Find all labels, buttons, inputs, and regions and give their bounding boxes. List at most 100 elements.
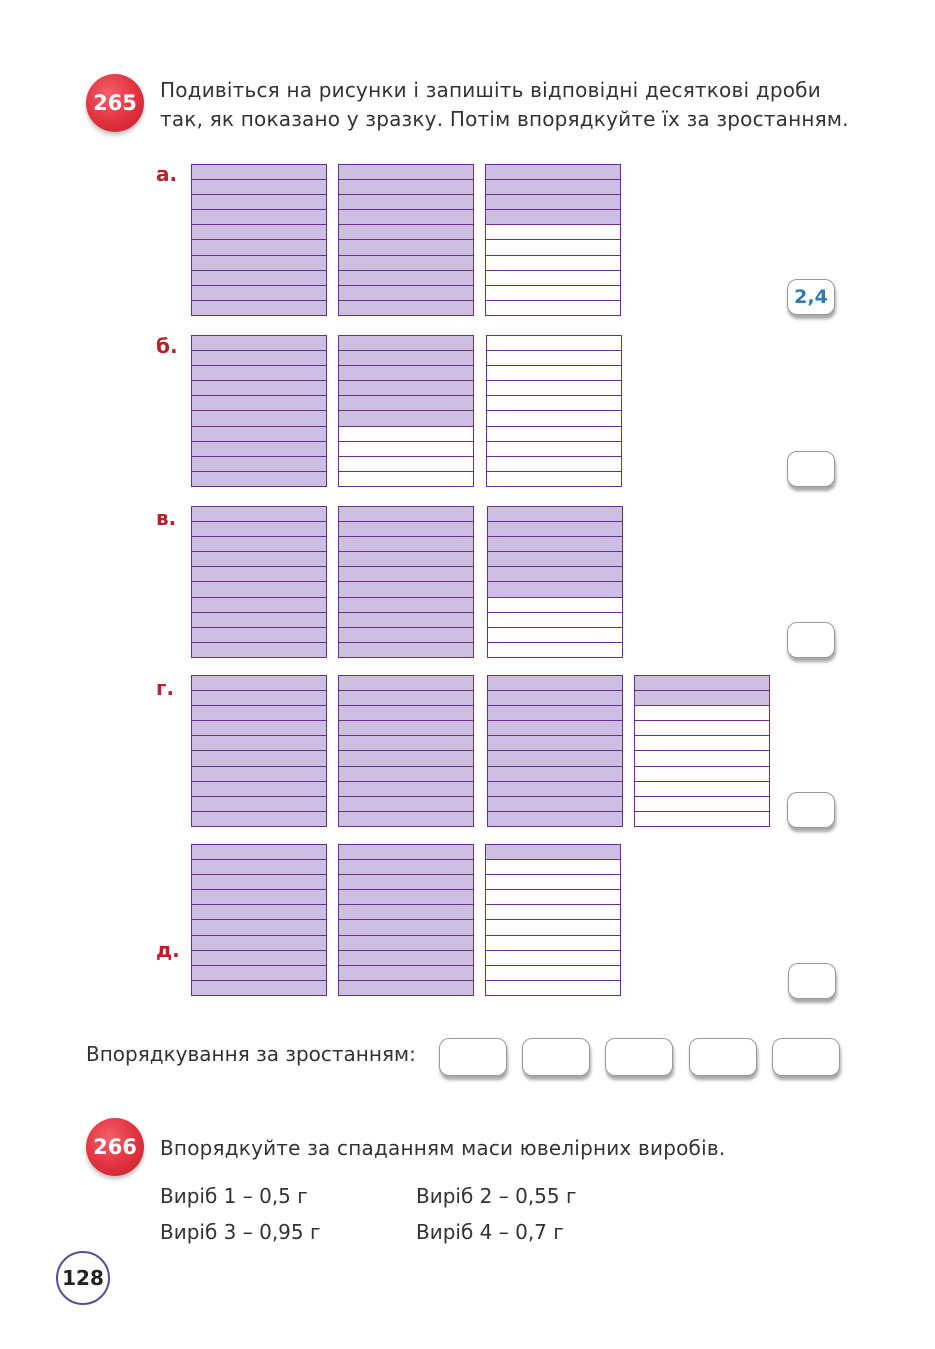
task-number: 266 (93, 1135, 137, 1159)
grid-strip (192, 225, 326, 241)
grid-strip (192, 240, 326, 256)
grid-strip (486, 165, 620, 181)
grid-strip (339, 567, 473, 583)
grid-strip (192, 627, 326, 643)
grid-strip (635, 782, 769, 797)
tenths-grid (338, 506, 474, 658)
grid-strip (339, 920, 473, 936)
grid-strip (339, 935, 473, 951)
tenths-grid (191, 335, 327, 487)
grid-strip (635, 736, 769, 752)
grid-strip (192, 522, 326, 538)
grid-strip (192, 811, 326, 826)
ordering-box-3[interactable] (605, 1038, 673, 1076)
grid-strip (339, 691, 473, 707)
grid-strip (192, 920, 326, 936)
row-label-v: в. (156, 506, 177, 530)
grid-strip (487, 457, 621, 472)
grid-strip (486, 301, 620, 315)
grid-strip (192, 965, 326, 981)
grid-strip (339, 751, 473, 767)
grid-strip (487, 396, 621, 412)
grid-strip (339, 676, 473, 692)
grid-strip (339, 706, 473, 722)
grid-strip (487, 336, 621, 352)
grid-strip (486, 210, 620, 226)
grid-strip (488, 643, 622, 657)
grid-strip (339, 597, 473, 613)
grid-strip (192, 845, 326, 861)
grid-strip (635, 797, 769, 812)
grid-strip (487, 366, 621, 382)
grid-strip (192, 567, 326, 583)
row-label-b: б. (156, 334, 178, 358)
grid-strip (635, 721, 769, 737)
grid-strip (192, 537, 326, 553)
grid-strip (339, 381, 473, 397)
answer-box-d[interactable] (788, 963, 836, 999)
grid-strip (486, 240, 620, 256)
grid-strip (635, 691, 769, 707)
grid-strip (192, 471, 326, 486)
row-label-a: а. (156, 162, 178, 186)
ordering-box-1[interactable] (439, 1038, 507, 1076)
grid-strip (192, 210, 326, 226)
grid-strip (192, 905, 326, 921)
grid-strip (339, 950, 473, 966)
grid-strip (339, 336, 473, 352)
grid-strip (488, 691, 622, 707)
grid-strip (488, 796, 622, 812)
grid-strip (487, 427, 621, 442)
item-4: Виріб 4 – 0,7 г (416, 1220, 564, 1244)
grid-strip (488, 721, 622, 737)
grid-strip (339, 582, 473, 598)
grid-strip (339, 796, 473, 812)
ordering-box-2[interactable] (522, 1038, 590, 1076)
grid-strip (192, 396, 326, 412)
row-label-d: д. (156, 938, 180, 962)
grid-strip (488, 676, 622, 692)
grid-strip (486, 180, 620, 196)
answer-box-b[interactable] (787, 451, 835, 487)
grid-strip (339, 270, 473, 286)
grid-strip (486, 981, 620, 995)
grid-strip (635, 812, 769, 826)
page-number-text: 128 (62, 1266, 104, 1290)
answer-box-a[interactable]: 2,4 (787, 279, 835, 315)
grid-strip (192, 381, 326, 397)
grid-strip (339, 736, 473, 752)
grid-strip (486, 920, 620, 936)
grid-strip (192, 270, 326, 286)
grid-strip (192, 766, 326, 782)
grid-strip (339, 366, 473, 382)
tenths-grid (485, 164, 621, 316)
tenths-grid (634, 675, 770, 827)
grid-strip (192, 300, 326, 315)
grid-strip (339, 240, 473, 256)
grid-strip (339, 195, 473, 211)
grid-strip (488, 751, 622, 767)
grid-strip (192, 552, 326, 568)
grid-strip (488, 507, 622, 523)
grid-strip (339, 905, 473, 921)
tenths-grid (191, 844, 327, 996)
answer-box-v[interactable] (787, 622, 835, 658)
grid-strip (192, 426, 326, 442)
ordering-box-4[interactable] (689, 1038, 757, 1076)
grid-strip (339, 165, 473, 181)
ordering-label: Впорядкування за зростанням: (86, 1042, 416, 1066)
answer-box-g[interactable] (787, 792, 835, 828)
grid-strip (192, 165, 326, 181)
grid-strip (339, 781, 473, 797)
grid-strip (339, 507, 473, 523)
tenths-grid (487, 506, 623, 658)
grid-strip (192, 456, 326, 472)
grid-strip (486, 256, 620, 271)
grid-strip (339, 427, 473, 442)
grid-strip (192, 706, 326, 722)
ordering-box-5[interactable] (772, 1038, 840, 1076)
item-2: Виріб 2 – 0,55 г (416, 1184, 577, 1208)
grid-strip (487, 442, 621, 457)
grid-strip (339, 721, 473, 737)
task-instruction-line2: так, як показано у зразку. Потім впорядк… (160, 107, 849, 131)
